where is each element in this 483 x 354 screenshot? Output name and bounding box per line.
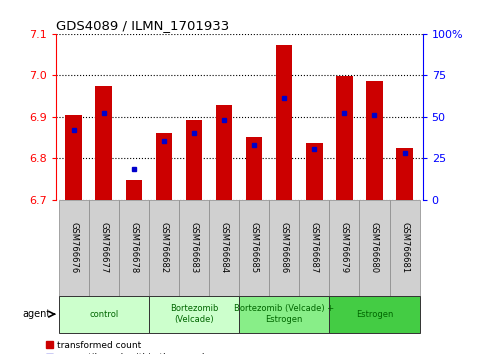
Text: GSM766683: GSM766683	[189, 222, 199, 273]
Text: GSM766677: GSM766677	[99, 222, 108, 273]
Bar	[119, 200, 149, 296]
Text: GDS4089 / ILMN_1701933: GDS4089 / ILMN_1701933	[56, 19, 229, 33]
Bar	[58, 296, 149, 333]
Bar	[239, 200, 269, 296]
Bar	[179, 200, 209, 296]
Bar	[156, 133, 172, 200]
Legend: transformed count, percentile rank within the sample: transformed count, percentile rank withi…	[45, 341, 211, 354]
Bar	[58, 200, 89, 296]
Text: GSM766687: GSM766687	[310, 222, 319, 273]
Text: Estrogen: Estrogen	[356, 310, 393, 319]
Text: GSM766676: GSM766676	[69, 222, 78, 273]
Bar	[336, 76, 353, 200]
Bar	[329, 200, 359, 296]
Bar	[149, 296, 239, 333]
Bar	[299, 200, 329, 296]
Text: control: control	[89, 310, 118, 319]
Bar	[329, 296, 420, 333]
Bar	[276, 45, 293, 200]
Text: GSM766678: GSM766678	[129, 222, 138, 273]
Text: GSM766685: GSM766685	[250, 222, 258, 273]
Bar	[239, 296, 329, 333]
Bar	[216, 105, 232, 200]
Bar	[396, 148, 413, 200]
Bar	[389, 200, 420, 296]
Bar	[209, 200, 239, 296]
Text: GSM766680: GSM766680	[370, 222, 379, 273]
Bar	[149, 200, 179, 296]
Bar	[126, 180, 142, 200]
Text: GSM766684: GSM766684	[220, 222, 228, 273]
Text: Bortezomib (Velcade) +
Estrogen: Bortezomib (Velcade) + Estrogen	[234, 304, 334, 324]
Text: GSM766681: GSM766681	[400, 222, 409, 273]
Text: GSM766682: GSM766682	[159, 222, 169, 273]
Bar	[65, 115, 82, 200]
Bar	[89, 200, 119, 296]
Text: agent: agent	[23, 309, 51, 319]
Bar	[359, 200, 389, 296]
Text: Bortezomib
(Velcade): Bortezomib (Velcade)	[170, 304, 218, 324]
Bar	[366, 81, 383, 200]
Bar	[269, 200, 299, 296]
Text: GSM766686: GSM766686	[280, 222, 289, 273]
Bar	[96, 86, 112, 200]
Bar	[246, 137, 262, 200]
Bar	[185, 120, 202, 200]
Text: GSM766679: GSM766679	[340, 222, 349, 273]
Bar	[306, 143, 323, 200]
